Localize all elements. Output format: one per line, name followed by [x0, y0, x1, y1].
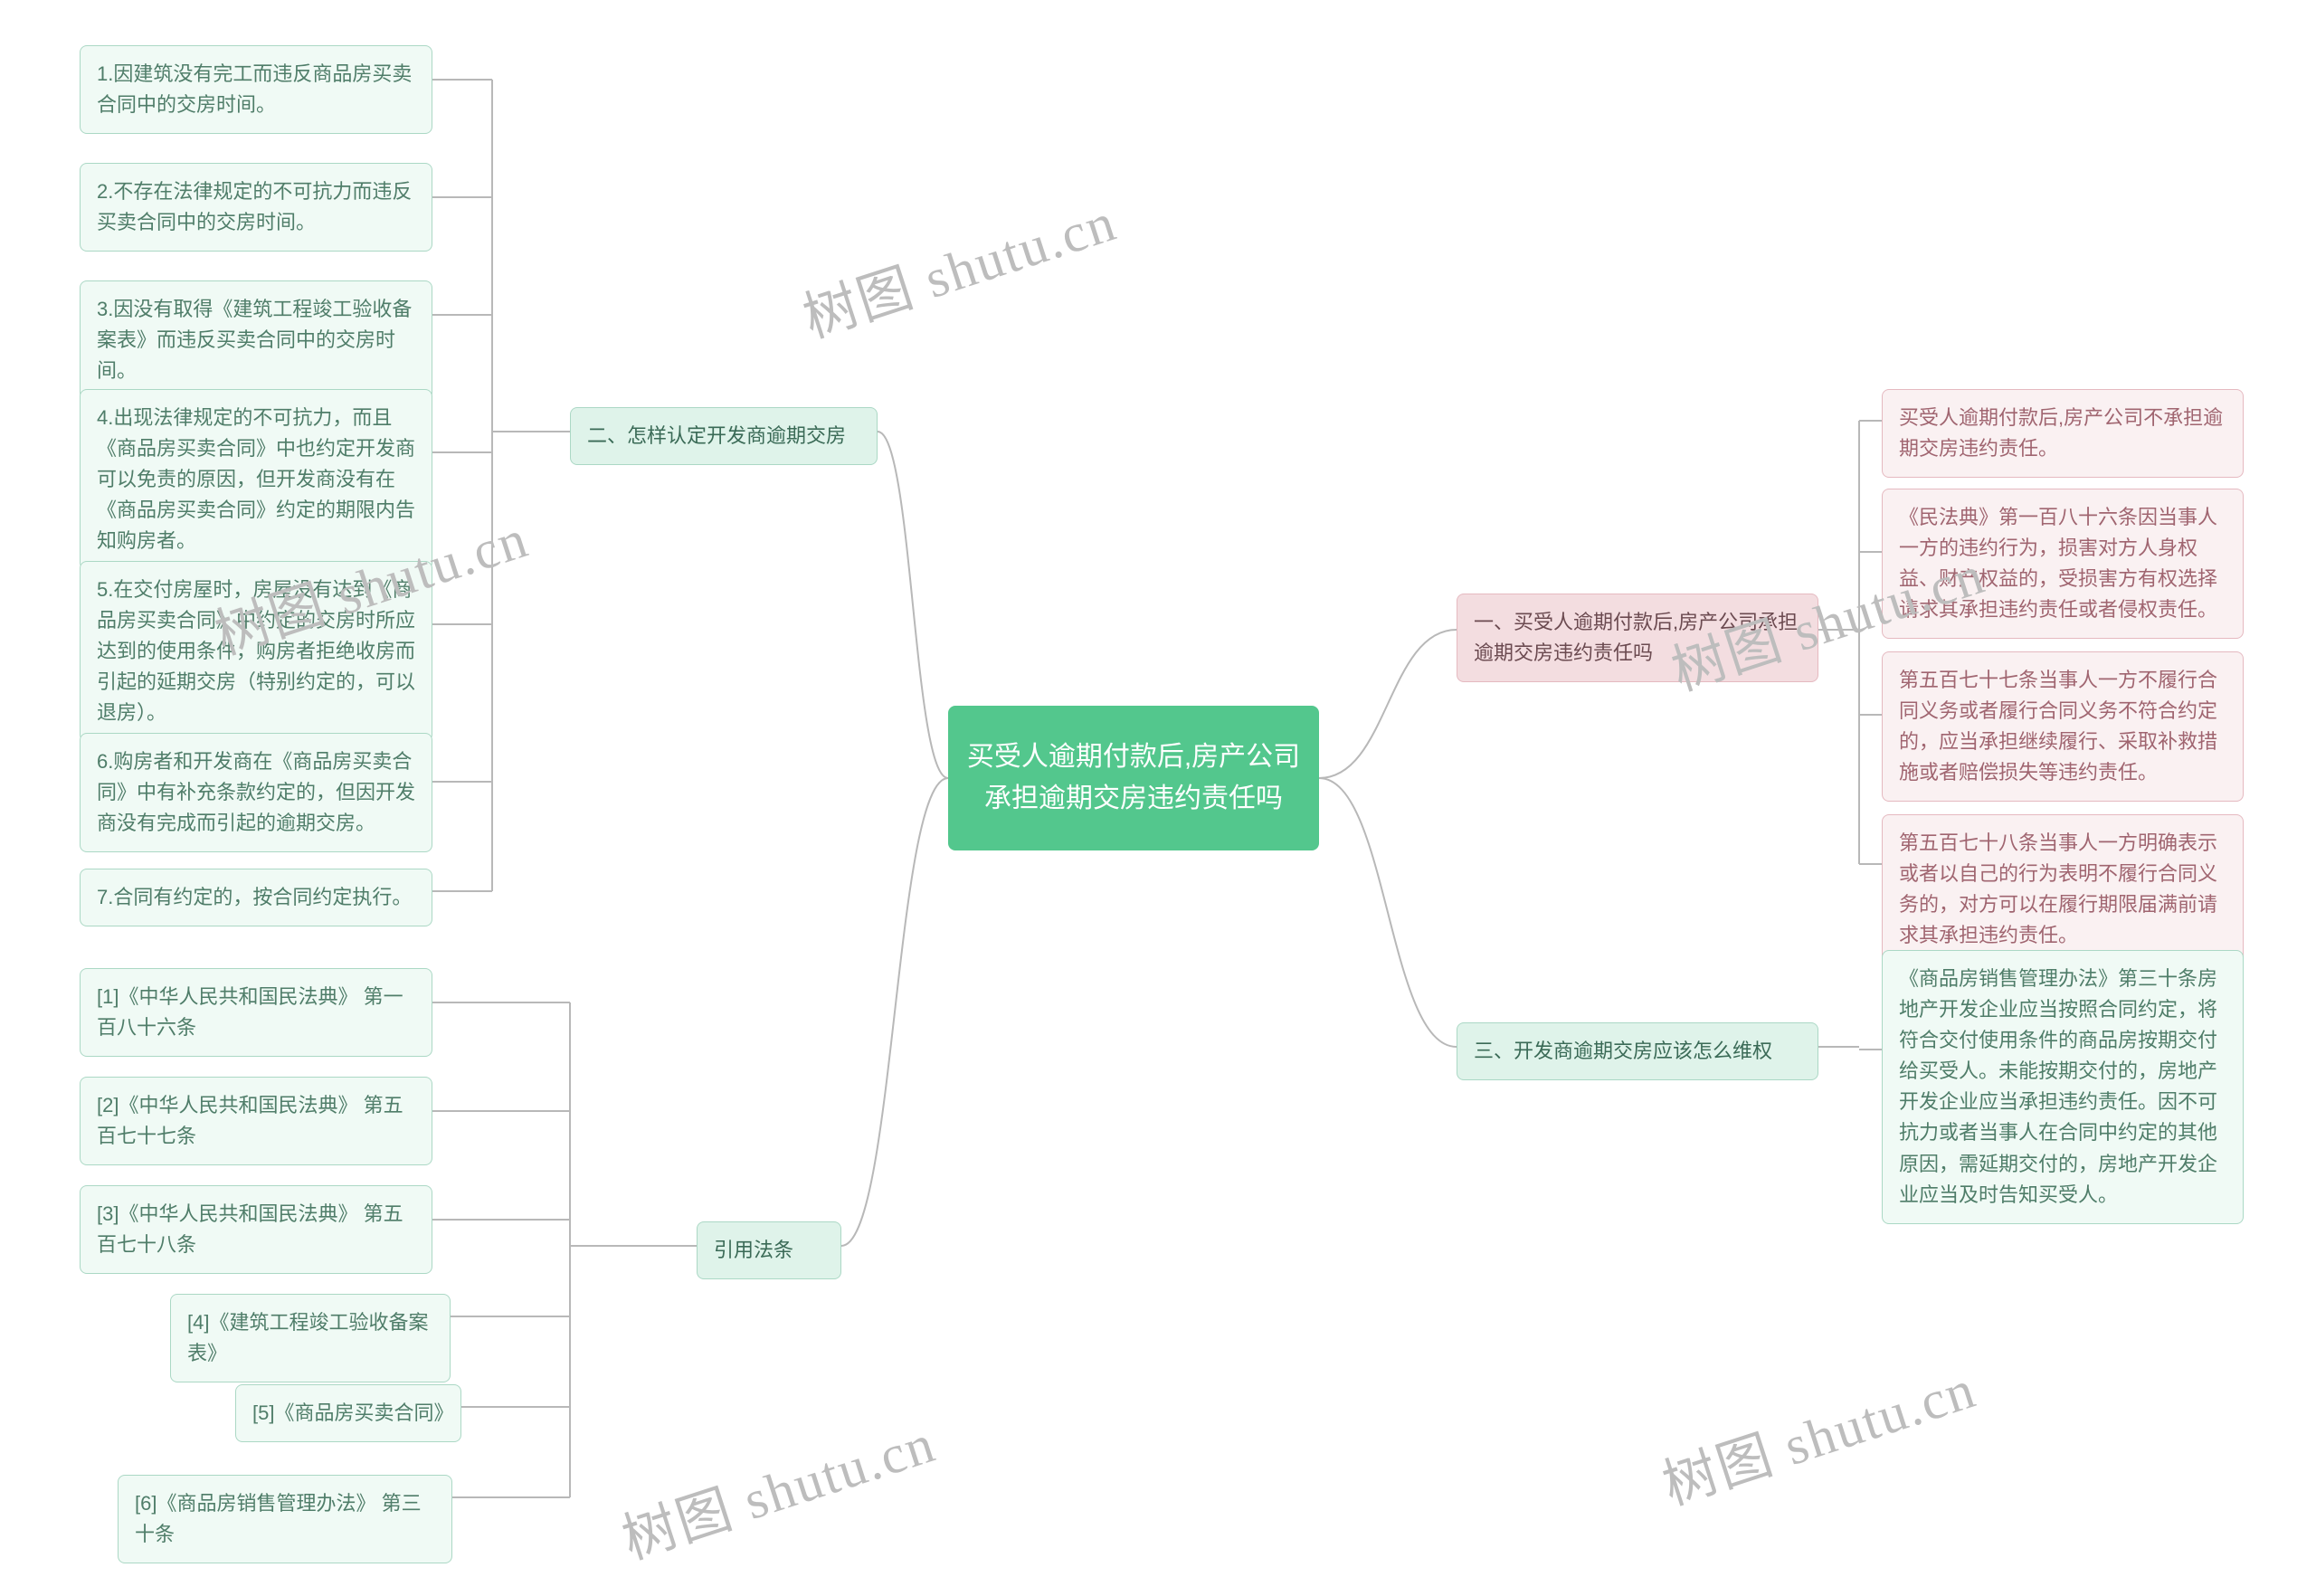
- left-branch-0-child-1: 2.不存在法律规定的不可抗力而违反买卖合同中的交房时间。: [80, 163, 432, 252]
- left-branch-1-child-2: [3]《中华人民共和国民法典》 第五百七十八条: [80, 1185, 432, 1274]
- right-branch-0-child-2-text: 第五百七十七条当事人一方不履行合同义务或者履行合同义务不符合约定的，应当承担继续…: [1899, 669, 2217, 784]
- left-branch-0: 二、怎样认定开发商逾期交房: [570, 407, 878, 465]
- left-branch-1-text: 引用法条: [714, 1239, 793, 1261]
- right-branch-0-child-3: 第五百七十八条当事人一方明确表示或者以自己的行为表明不履行合同义务的，对方可以在…: [1882, 814, 2244, 964]
- left-branch-0-child-6-text: 7.合同有约定的，按合同约定执行。: [97, 886, 412, 908]
- right-branch-0-child-2: 第五百七十七条当事人一方不履行合同义务或者履行合同义务不符合约定的，应当承担继续…: [1882, 651, 2244, 802]
- left-branch-0-child-5: 6.购房者和开发商在《商品房买卖合同》中有补充条款约定的，但因开发商没有完成而引…: [80, 733, 432, 852]
- watermark-1: 树图 shutu.cn: [792, 178, 1125, 354]
- left-branch-0-child-1-text: 2.不存在法律规定的不可抗力而违反买卖合同中的交房时间。: [97, 180, 412, 233]
- left-branch-0-child-2-text: 3.因没有取得《建筑工程竣工验收备案表》而违反买卖合同中的交房时间。: [97, 298, 412, 382]
- left-branch-1-child-0-text: [1]《中华人民共和国民法典》 第一百八十六条: [97, 985, 403, 1039]
- left-branch-0-child-0-text: 1.因建筑没有完工而违反商品房买卖合同中的交房时间。: [97, 62, 412, 116]
- left-branch-0-child-0: 1.因建筑没有完工而违反商品房买卖合同中的交房时间。: [80, 45, 432, 134]
- left-branch-1-child-2-text: [3]《中华人民共和国民法典》 第五百七十八条: [97, 1202, 403, 1256]
- right-branch-0: 一、买受人逾期付款后,房产公司承担逾期交房违约责任吗: [1457, 594, 1818, 682]
- left-branch-1-child-5-text: [6]《商品房销售管理办法》 第三十条: [135, 1492, 422, 1545]
- center-node: 买受人逾期付款后,房产公司承担逾期交房违约责任吗: [948, 706, 1319, 850]
- left-branch-1-child-4-text: [5]《商品房买卖合同》: [252, 1401, 453, 1424]
- center-node-text: 买受人逾期付款后,房产公司承担逾期交房违约责任吗: [964, 736, 1303, 821]
- left-branch-0-child-4-text: 5.在交付房屋时，房屋没有达到《商品房买卖合同》中约定的交房时所应达到的使用条件…: [97, 578, 415, 724]
- left-branch-1-child-3: [4]《建筑工程竣工验收备案表》: [170, 1294, 451, 1382]
- right-branch-0-child-3-text: 第五百七十八条当事人一方明确表示或者以自己的行为表明不履行合同义务的，对方可以在…: [1899, 831, 2217, 946]
- right-branch-0-child-1: 《民法典》第一百八十六条因当事人一方的违约行为，损害对方人身权益、财产权益的，受…: [1882, 489, 2244, 639]
- right-branch-1-child-0-text: 《商品房销售管理办法》第三十条房地产开发企业应当按照合同约定，将符合交付使用条件…: [1899, 967, 2217, 1206]
- left-branch-0-child-3: 4.出现法律规定的不可抗力，而且《商品房买卖合同》中也约定开发商可以免责的原因，…: [80, 389, 432, 570]
- left-branch-1: 引用法条: [697, 1221, 841, 1279]
- left-branch-0-child-3-text: 4.出现法律规定的不可抗力，而且《商品房买卖合同》中也约定开发商可以免责的原因，…: [97, 406, 415, 552]
- left-branch-0-child-6: 7.合同有约定的，按合同约定执行。: [80, 869, 432, 926]
- right-branch-1-text: 三、开发商逾期交房应该怎么维权: [1474, 1040, 1772, 1062]
- left-branch-1-child-1-text: [2]《中华人民共和国民法典》 第五百七十七条: [97, 1094, 403, 1147]
- left-branch-0-child-5-text: 6.购房者和开发商在《商品房买卖合同》中有补充条款约定的，但因开发商没有完成而引…: [97, 750, 415, 834]
- left-branch-1-child-0: [1]《中华人民共和国民法典》 第一百八十六条: [80, 968, 432, 1057]
- right-branch-0-child-0: 买受人逾期付款后,房产公司不承担逾期交房违约责任。: [1882, 389, 2244, 478]
- right-branch-1-child-0: 《商品房销售管理办法》第三十条房地产开发企业应当按照合同约定，将符合交付使用条件…: [1882, 950, 2244, 1224]
- watermark-3: 树图 shutu.cn: [1651, 1345, 1984, 1521]
- left-branch-0-text: 二、怎样认定开发商逾期交房: [587, 424, 846, 447]
- left-branch-0-child-2: 3.因没有取得《建筑工程竣工验收备案表》而违反买卖合同中的交房时间。: [80, 280, 432, 400]
- right-branch-0-text: 一、买受人逾期付款后,房产公司承担逾期交房违约责任吗: [1474, 611, 1798, 664]
- left-branch-1-child-3-text: [4]《建筑工程竣工验收备案表》: [187, 1311, 428, 1364]
- right-branch-1: 三、开发商逾期交房应该怎么维权: [1457, 1022, 1818, 1080]
- right-branch-0-child-1-text: 《民法典》第一百八十六条因当事人一方的违约行为，损害对方人身权益、财产权益的，受…: [1899, 506, 2217, 621]
- left-branch-1-child-4: [5]《商品房买卖合同》: [235, 1384, 461, 1442]
- right-branch-0-child-0-text: 买受人逾期付款后,房产公司不承担逾期交房违约责任。: [1899, 406, 2223, 460]
- left-branch-1-child-1: [2]《中华人民共和国民法典》 第五百七十七条: [80, 1077, 432, 1165]
- watermark-4: 树图 shutu.cn: [611, 1400, 944, 1575]
- left-branch-1-child-5: [6]《商品房销售管理办法》 第三十条: [118, 1475, 452, 1563]
- left-branch-0-child-4: 5.在交付房屋时，房屋没有达到《商品房买卖合同》中约定的交房时所应达到的使用条件…: [80, 561, 432, 742]
